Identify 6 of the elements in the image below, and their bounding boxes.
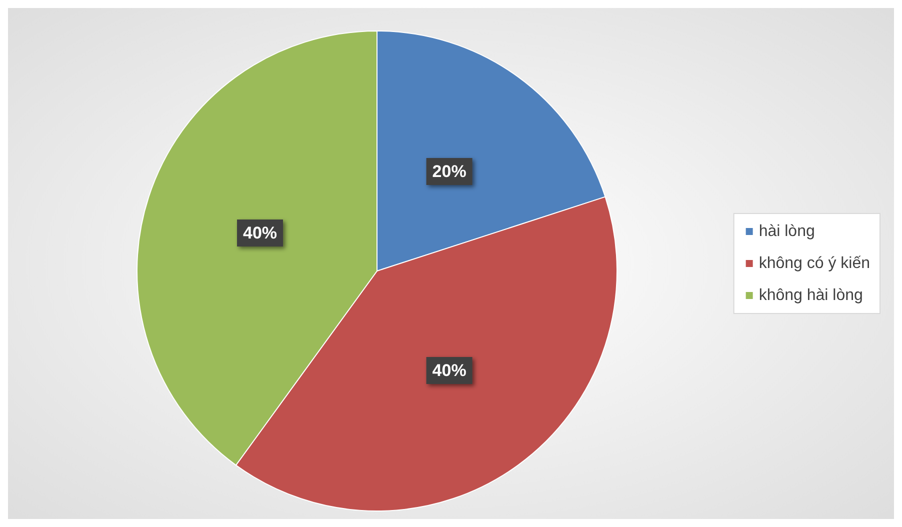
- legend-label: hài lòng: [758, 223, 815, 240]
- data-label: 40%: [243, 223, 278, 242]
- data-label: 20%: [432, 162, 466, 181]
- legend-label: không hài lòng: [758, 287, 863, 304]
- data-label: 40%: [432, 361, 466, 380]
- legend-label: không có ý kiến: [758, 255, 870, 272]
